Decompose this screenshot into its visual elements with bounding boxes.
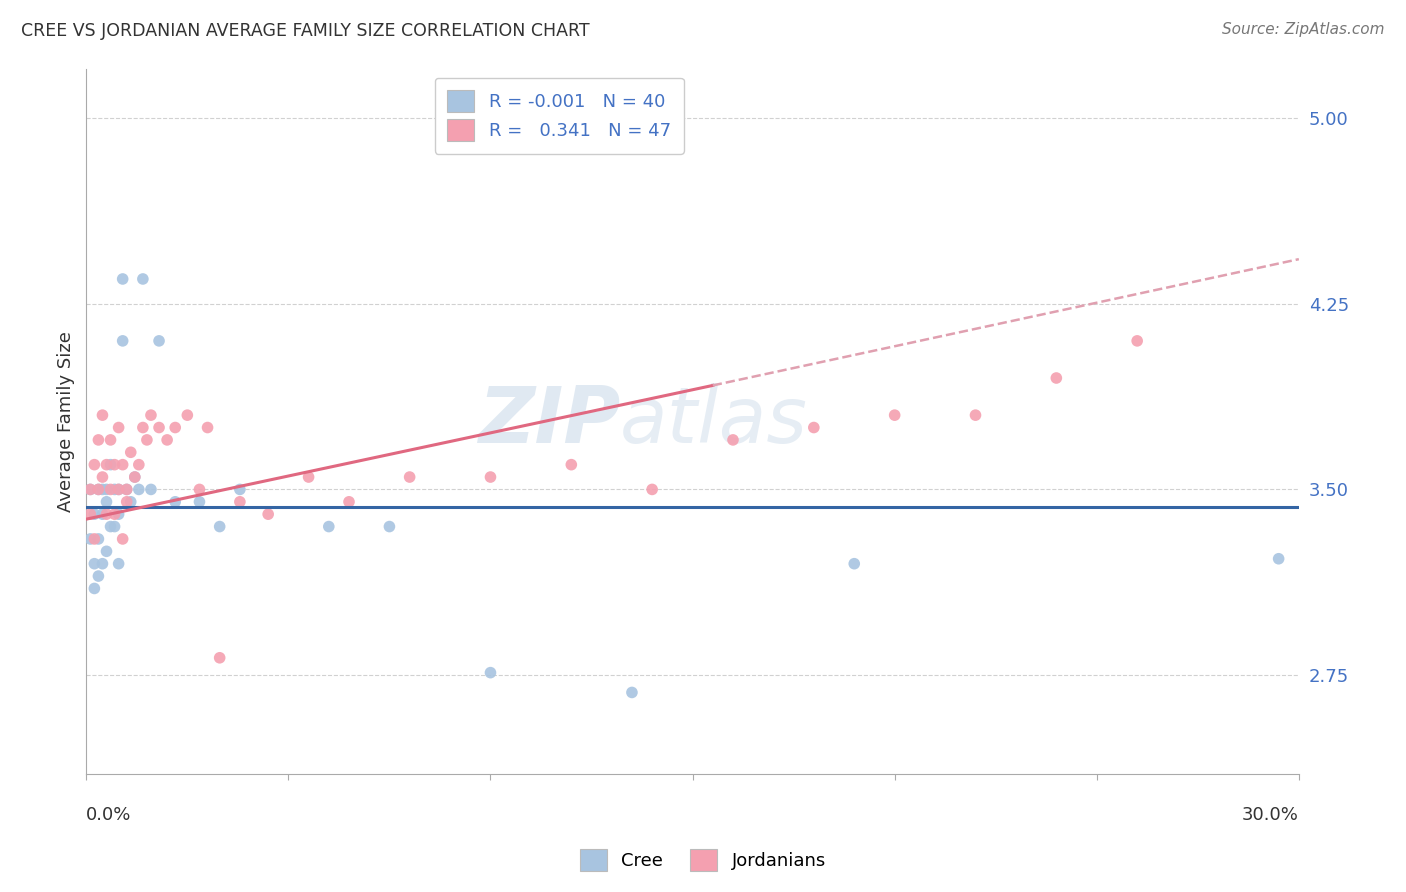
Point	[111, 334, 134, 348]
Point	[100, 519, 122, 533]
Point	[641, 483, 664, 497]
Point	[257, 507, 280, 521]
Point	[479, 470, 502, 484]
Point	[107, 507, 129, 521]
Point	[378, 519, 401, 533]
Point	[96, 483, 118, 497]
Point	[297, 470, 319, 484]
Point	[83, 507, 105, 521]
Point	[132, 420, 155, 434]
Point	[115, 495, 138, 509]
Point	[128, 483, 150, 497]
Text: 0.0%: 0.0%	[86, 806, 132, 824]
Point	[87, 433, 110, 447]
Point	[115, 483, 138, 497]
Point	[148, 420, 170, 434]
Point	[165, 495, 187, 509]
Point	[79, 507, 101, 521]
Text: 30.0%: 30.0%	[1241, 806, 1299, 824]
Point	[107, 483, 129, 497]
Point	[91, 507, 114, 521]
Point	[87, 569, 110, 583]
Point	[87, 532, 110, 546]
Point	[107, 557, 129, 571]
Point	[91, 470, 114, 484]
Point	[83, 582, 105, 596]
Text: ZIP: ZIP	[478, 384, 620, 459]
Point	[479, 665, 502, 680]
Point	[139, 483, 162, 497]
Point	[1267, 551, 1289, 566]
Point	[398, 470, 420, 484]
Point	[83, 458, 105, 472]
Point	[91, 483, 114, 497]
Text: Source: ZipAtlas.com: Source: ZipAtlas.com	[1222, 22, 1385, 37]
Point	[803, 420, 825, 434]
Point	[103, 458, 125, 472]
Point	[139, 408, 162, 422]
Point	[87, 483, 110, 497]
Point	[83, 532, 105, 546]
Point	[188, 495, 211, 509]
Point	[844, 557, 866, 571]
Point	[124, 470, 146, 484]
Point	[120, 445, 142, 459]
Point	[176, 408, 198, 422]
Legend: Cree, Jordanians: Cree, Jordanians	[572, 842, 834, 879]
Point	[337, 495, 360, 509]
Point	[128, 458, 150, 472]
Legend: R = -0.001   N = 40, R =   0.341   N = 47: R = -0.001 N = 40, R = 0.341 N = 47	[434, 78, 683, 154]
Point	[103, 519, 125, 533]
Point	[620, 685, 643, 699]
Point	[318, 519, 340, 533]
Point	[560, 458, 582, 472]
Y-axis label: Average Family Size: Average Family Size	[58, 331, 75, 512]
Point	[96, 507, 118, 521]
Point	[96, 544, 118, 558]
Point	[79, 532, 101, 546]
Point	[107, 483, 129, 497]
Point	[132, 272, 155, 286]
Point	[208, 650, 231, 665]
Point	[111, 458, 134, 472]
Point	[100, 433, 122, 447]
Point	[96, 458, 118, 472]
Point	[103, 483, 125, 497]
Point	[965, 408, 987, 422]
Point	[120, 495, 142, 509]
Point	[1045, 371, 1067, 385]
Point	[91, 408, 114, 422]
Point	[87, 483, 110, 497]
Point	[91, 557, 114, 571]
Point	[135, 433, 157, 447]
Point	[103, 507, 125, 521]
Point	[79, 483, 101, 497]
Point	[111, 532, 134, 546]
Point	[111, 272, 134, 286]
Point	[208, 519, 231, 533]
Point	[79, 483, 101, 497]
Point	[229, 483, 252, 497]
Point	[100, 483, 122, 497]
Point	[721, 433, 744, 447]
Point	[156, 433, 179, 447]
Point	[229, 495, 252, 509]
Point	[197, 420, 219, 434]
Point	[124, 470, 146, 484]
Point	[107, 420, 129, 434]
Point	[115, 483, 138, 497]
Point	[883, 408, 905, 422]
Point	[100, 458, 122, 472]
Point	[188, 483, 211, 497]
Point	[165, 420, 187, 434]
Text: atlas: atlas	[620, 384, 807, 459]
Point	[1126, 334, 1149, 348]
Point	[83, 557, 105, 571]
Point	[148, 334, 170, 348]
Point	[96, 495, 118, 509]
Text: CREE VS JORDANIAN AVERAGE FAMILY SIZE CORRELATION CHART: CREE VS JORDANIAN AVERAGE FAMILY SIZE CO…	[21, 22, 589, 40]
